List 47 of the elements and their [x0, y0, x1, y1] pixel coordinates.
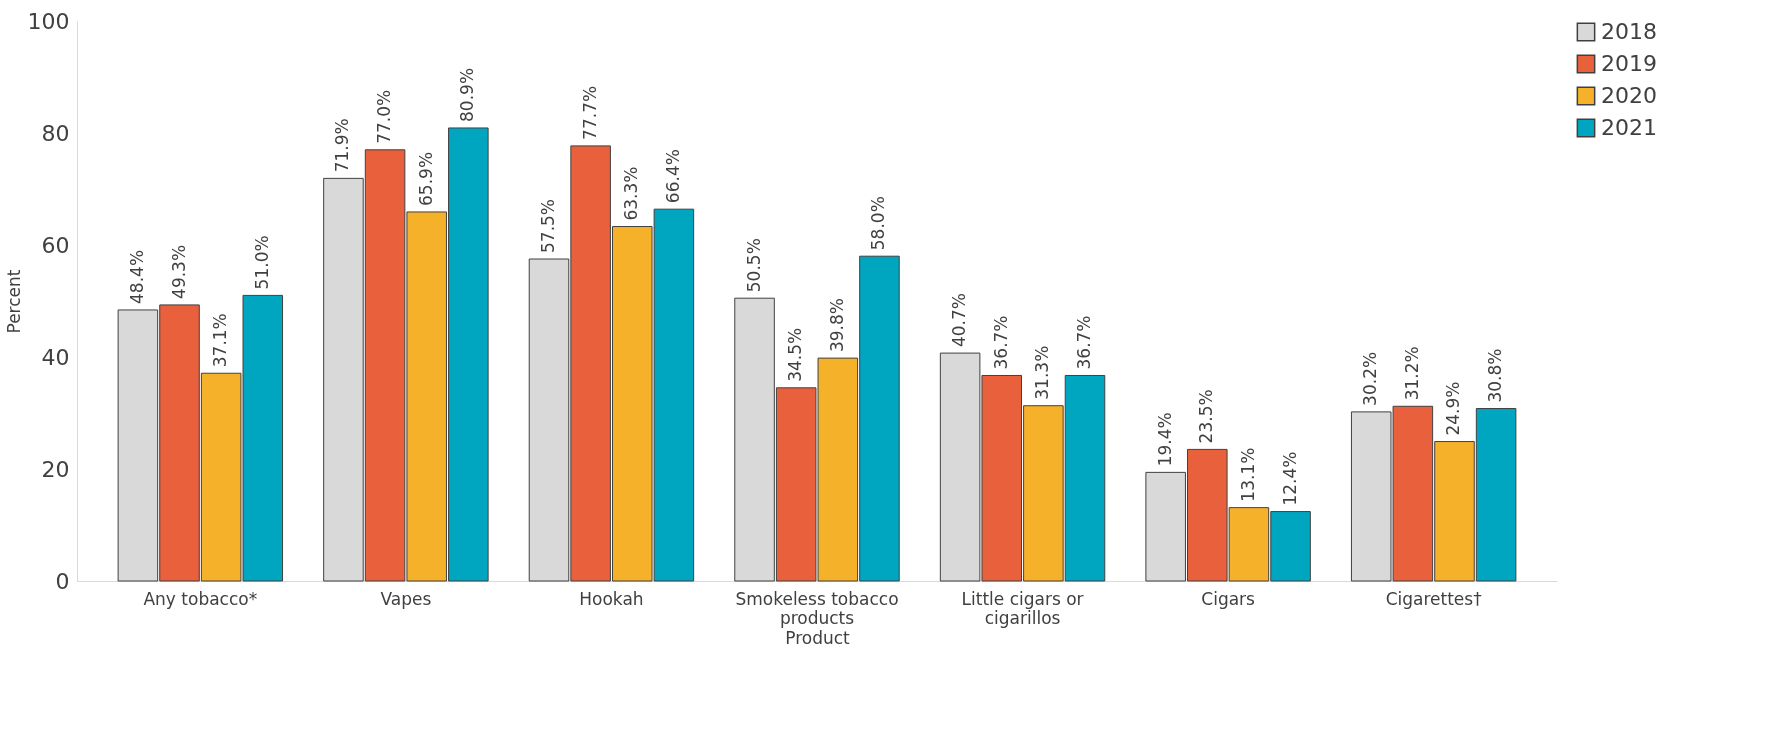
y-tick-label: 80 [41, 120, 70, 146]
y-tick-label: 100 [27, 8, 70, 34]
x-tick-label: Smokeless tobacco products [735, 588, 899, 628]
data-label: 12.4% [1279, 451, 1300, 506]
y-tick-label: 20 [41, 456, 70, 482]
data-label: 37.1% [210, 313, 231, 368]
x-tick-label: Little cigars or cigarillos [961, 588, 1084, 628]
data-label: 31.2% [1401, 346, 1422, 401]
legend-label: 2021 [1601, 115, 1657, 140]
data-label: 51.0% [251, 235, 272, 290]
data-label: 36.7% [1074, 315, 1094, 370]
data-label: 39.8% [826, 298, 847, 353]
y-axis-title: Percent [3, 269, 24, 334]
data-label: 48.4% [126, 249, 147, 304]
legend-label: 2018 [1601, 19, 1657, 44]
data-label: 31.3% [1032, 345, 1053, 400]
legend-label: 2020 [1601, 83, 1657, 108]
x-tick-label: Cigars [1201, 588, 1256, 609]
data-label: 24.9% [1443, 381, 1464, 436]
y-tick-label: 40 [41, 344, 70, 370]
data-label: 30.8% [1485, 348, 1506, 403]
data-label: 77.0% [374, 89, 395, 144]
data-label: 40.7% [949, 293, 970, 348]
data-label: 63.3% [621, 166, 642, 221]
legend-label: 2019 [1601, 51, 1657, 76]
data-label: 77.7% [579, 85, 600, 140]
data-label: 34.5% [785, 327, 806, 382]
data-label: 13.1% [1237, 447, 1258, 502]
x-tick-label: Vapes [380, 588, 432, 609]
x-tick-label: Cigarettes† [1385, 588, 1483, 609]
x-tick-label: Any tobacco* [143, 588, 258, 609]
data-label: 50.5% [743, 238, 764, 293]
data-label: 23.5% [1196, 389, 1217, 444]
data-label: 80.9% [457, 67, 478, 122]
x-tick-label: Hookah [579, 588, 644, 609]
data-label: 57.5% [538, 198, 558, 253]
y-tick-label: 60 [41, 232, 70, 258]
data-label: 49.3% [168, 244, 189, 299]
y-tick-label: 0 [55, 568, 70, 594]
data-label: 36.7% [990, 315, 1011, 370]
data-label: 30.2% [1360, 351, 1381, 406]
data-label: 19.4% [1154, 412, 1175, 467]
data-label: 65.9% [415, 151, 436, 206]
data-label: 71.9% [332, 118, 353, 173]
x-axis-title: Product [785, 627, 851, 648]
data-label: 58.0% [868, 196, 889, 251]
data-label: 66.4% [662, 149, 683, 204]
